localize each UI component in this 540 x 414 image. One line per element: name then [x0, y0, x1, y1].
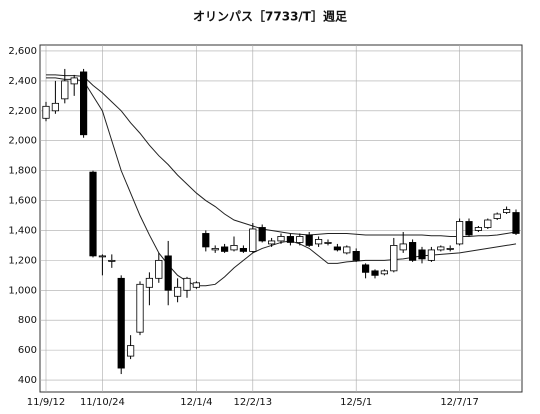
plot-area: [39, 44, 523, 393]
candle-body: [173, 286, 182, 297]
candle-body: [127, 345, 135, 357]
candle-body: [380, 270, 389, 275]
candle-body: [249, 228, 257, 252]
candle-body: [183, 277, 191, 291]
y-tick-label: 1,800: [8, 166, 37, 177]
candle-body: [296, 236, 304, 243]
y-tick-label: 2,600: [8, 46, 37, 57]
candle-body: [220, 246, 229, 252]
candle-body: [484, 219, 492, 228]
y-tick-label: 1,400: [8, 225, 37, 236]
candle-body: [465, 221, 473, 236]
candle-body: [390, 245, 398, 272]
candle-body: [267, 240, 276, 245]
y-tick-label: 800: [18, 315, 37, 326]
y-tick-label: 600: [18, 345, 37, 356]
x-tick-label: 11/9/12: [27, 397, 66, 408]
candle-body: [136, 283, 144, 333]
candle-body: [324, 242, 332, 244]
candle-body: [211, 248, 219, 251]
candle-body: [164, 255, 172, 291]
candle-body: [408, 242, 417, 261]
y-tick-label: 2,000: [8, 136, 37, 147]
chart-title: オリンパス［7733/T］週足: [193, 9, 347, 24]
candle-body: [333, 246, 342, 251]
candle-body: [239, 248, 247, 252]
x-tick-label: 12/1/4: [180, 397, 212, 408]
moving-average-line: [46, 77, 517, 287]
candle-body: [455, 221, 464, 245]
candle-body: [80, 71, 88, 136]
candle-body: [42, 105, 50, 119]
candle-body: [399, 243, 407, 251]
moving-average-line: [46, 74, 517, 237]
candle-body: [286, 236, 295, 243]
candle-body: [493, 213, 501, 219]
x-tick-label: 12/2/13: [234, 397, 273, 408]
candle-body: [418, 249, 426, 260]
candle-body: [108, 259, 116, 262]
candle-body: [230, 245, 238, 251]
candle-body: [474, 227, 483, 231]
candle-body: [371, 270, 379, 276]
candle-body: [192, 282, 200, 288]
candle-body: [117, 277, 125, 369]
y-tick-label: 2,200: [8, 106, 37, 117]
candle-body: [343, 246, 351, 254]
candle-body: [89, 171, 97, 257]
candle-body: [427, 249, 436, 261]
y-tick-label: 1,200: [8, 255, 37, 266]
x-tick-label: 11/10/24: [80, 397, 125, 408]
x-tick-label: 12/5/1: [340, 397, 372, 408]
y-tick-label: 1,600: [8, 196, 37, 207]
candle-body: [277, 236, 285, 242]
candle-body: [155, 259, 163, 279]
candle-body: [70, 77, 78, 85]
y-tick-label: 400: [18, 375, 37, 386]
candle-body: [258, 227, 266, 242]
candle-body: [361, 264, 370, 273]
candle-body: [61, 80, 69, 100]
candle-body: [512, 212, 520, 234]
y-tick-label: 1,000: [8, 285, 37, 296]
candle-body: [437, 246, 445, 251]
candle-body: [98, 255, 106, 258]
candle-body: [352, 251, 360, 261]
candle-body: [145, 277, 153, 288]
y-tick-label: 2,400: [8, 76, 37, 87]
candle-body: [502, 209, 511, 213]
candle-body: [202, 233, 210, 248]
candle-body: [446, 248, 454, 250]
candle-body: [314, 239, 323, 245]
candle-body: [51, 102, 60, 112]
candle-body: [305, 234, 313, 246]
x-tick-label: 12/7/17: [440, 397, 479, 408]
